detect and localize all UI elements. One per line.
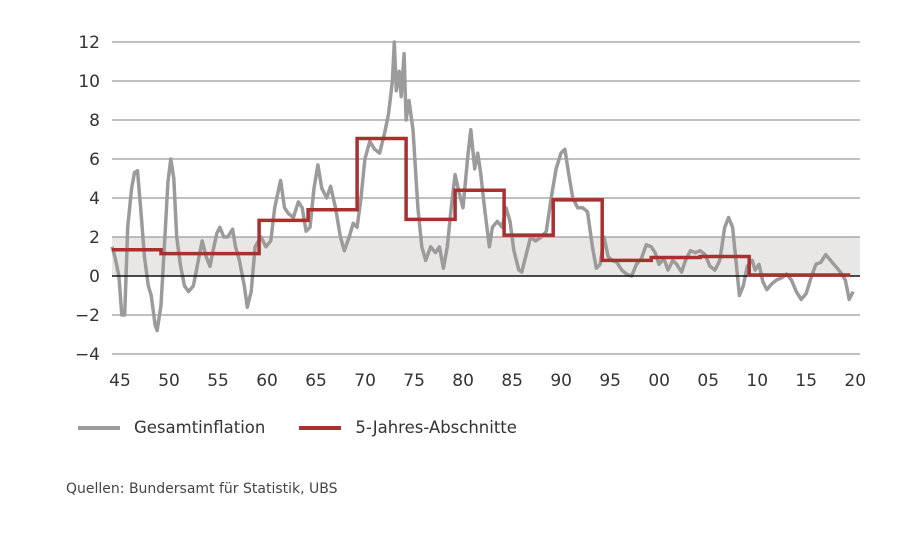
legend-label: 5-Jahres-Abschnitte [355, 418, 517, 437]
x-tick-label: 00 [648, 371, 670, 391]
y-tick-label: 8 [89, 111, 100, 131]
y-tick-label: 4 [89, 189, 100, 209]
y-tick-label: 12 [78, 33, 100, 53]
y-tick-label: −4 [75, 345, 100, 365]
gesamtinflation-line [110, 40, 855, 333]
x-tick-label: 80 [452, 371, 474, 391]
x-tick-label: 85 [501, 371, 523, 391]
source-note: Quellen: Bundersamt für Statistik, UBS [66, 481, 338, 497]
y-tick-label: −2 [75, 306, 100, 326]
legend-swatch-red [299, 425, 342, 430]
x-axis-labels: 45 50 55 60 65 70 75 80 85 90 95 00 05 10 15 20 [109, 371, 866, 391]
legend-item-5-jahres: 5-Jahres-Abschnitte [299, 418, 517, 437]
gridlines [112, 41, 860, 355]
series-lines [110, 40, 860, 333]
x-tick-label: 15 [795, 371, 817, 391]
inflation-chart: −4 −2 0 2 4 6 8 10 12 45 50 55 60 65 70 75 80 85 90 95 00 05… [75, 33, 866, 391]
legend-swatch-gray [78, 425, 120, 430]
y-tick-label: 10 [78, 72, 100, 92]
legend-label: Gesamtinflation [134, 418, 266, 437]
x-tick-label: 65 [305, 371, 327, 391]
y-tick-label: 6 [89, 150, 100, 170]
y-tick-label: 0 [89, 267, 100, 287]
x-tick-label: 95 [599, 371, 621, 391]
x-tick-label: 10 [746, 371, 768, 391]
x-tick-label: 90 [550, 371, 572, 391]
legend: Gesamtinflation 5-Jahres-Abschnitte [78, 418, 551, 437]
five-year-step-line [112, 136, 851, 277]
x-tick-label: 70 [354, 371, 376, 391]
x-tick-label: 20 [844, 371, 866, 391]
x-tick-label: 55 [207, 371, 229, 391]
x-tick-label: 60 [256, 371, 278, 391]
legend-item-gesamtinflation: Gesamtinflation [78, 418, 265, 437]
x-tick-label: 50 [158, 371, 180, 391]
y-axis-labels: −4 −2 0 2 4 6 8 10 12 [75, 33, 100, 365]
x-tick-label: 45 [109, 371, 131, 391]
x-tick-label: 05 [697, 371, 719, 391]
y-tick-label: 2 [89, 228, 100, 248]
x-tick-label: 75 [403, 371, 425, 391]
